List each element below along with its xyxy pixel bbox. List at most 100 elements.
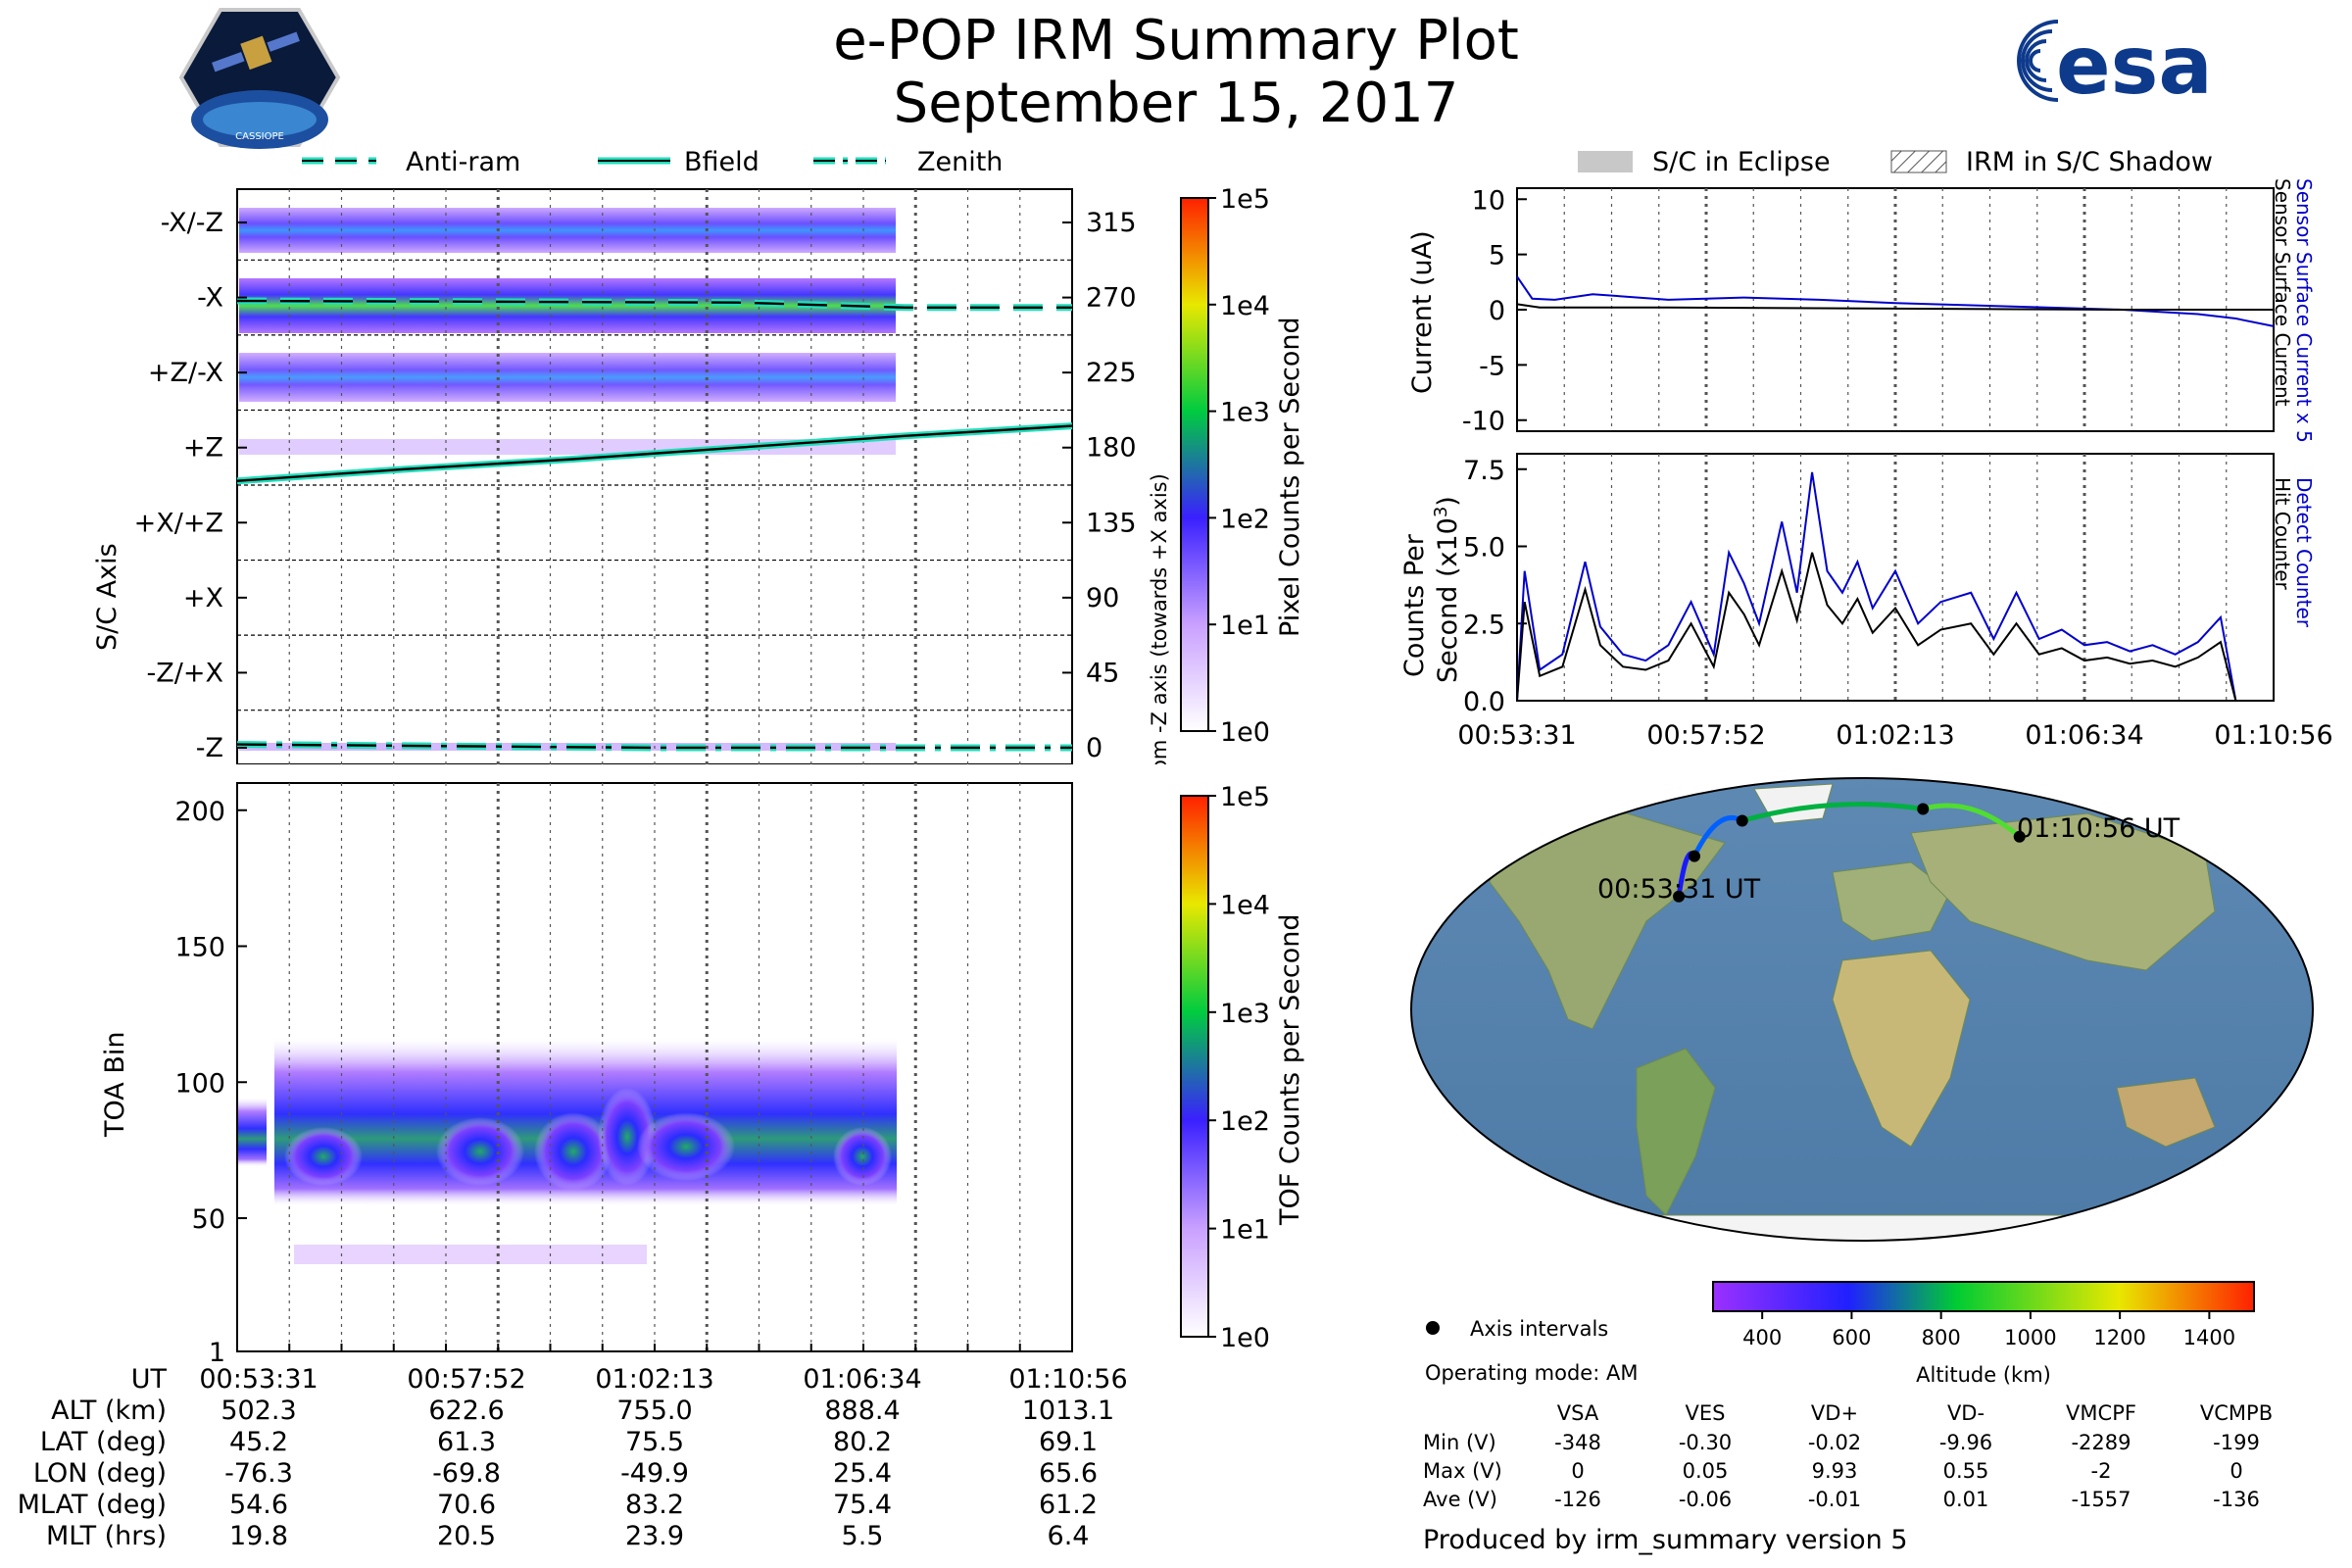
- angle-line-anti-ram: [236, 299, 1072, 310]
- voltage-value: -2289: [2071, 1431, 2132, 1454]
- plot-title: e-POP IRM Summary Plot: [833, 9, 1519, 73]
- angle-ylabel-right: Angle from -Z axis (towards +X axis): [1148, 473, 1171, 764]
- ephemeris-value: 888.4: [824, 1396, 901, 1426]
- legend-zenith-label: Zenith: [917, 147, 1003, 176]
- altitude-tick-label: 1200: [2093, 1326, 2145, 1349]
- angle-line-bfield: [236, 424, 1073, 482]
- colorbar-tick-label: 1e4: [1220, 291, 1270, 321]
- counts-legend-detect: Detect Counter: [2292, 477, 2316, 628]
- esa-logo-text: esa: [2056, 20, 2213, 113]
- angle-axis-label: +Z/-X: [148, 358, 223, 388]
- voltage-value: 0.55: [1942, 1459, 1989, 1483]
- voltage-value: 0.01: [1942, 1488, 1989, 1511]
- ephemeris-value: 20.5: [436, 1521, 497, 1551]
- ephemeris-row-label: ALT (km): [51, 1396, 167, 1426]
- voltage-header: VD+: [1810, 1401, 1859, 1425]
- series-sensor-surface-current: [1516, 303, 2274, 311]
- colorbar-tick-label: 1e2: [1220, 1106, 1270, 1137]
- angle-right-tick-label: 135: [1086, 508, 1137, 538]
- ephemeris-value: 75.5: [624, 1427, 685, 1457]
- altitude-tick-label: 400: [1742, 1326, 1782, 1349]
- colorbar-tick-label: 1e3: [1220, 999, 1270, 1029]
- voltage-value: -2: [2090, 1459, 2112, 1483]
- plot-date: September 15, 2017: [893, 72, 1459, 135]
- angle-panel: -X/-Z -X +Z/-X +Z +X/+Z +X -Z/+X -Z 315 270 225 18…: [92, 188, 1171, 764]
- ephemeris-row-label: UT: [130, 1364, 167, 1395]
- ephemeris-value: 83.2: [624, 1490, 685, 1520]
- series-hit-counter: [1516, 552, 2274, 702]
- current-panel: 10 5 0 -5 -10 Current (uA) Sensor Surface Cu…: [1407, 178, 2316, 443]
- legend-bfield-label: Bfield: [684, 147, 760, 176]
- ephemeris-value: -49.9: [620, 1458, 689, 1489]
- cassiope-logo: CASSIOPE: [178, 8, 341, 149]
- ephemeris-value: 65.6: [1038, 1458, 1099, 1489]
- current-yticks: 10 5 0 -5 -10: [1462, 185, 1527, 437]
- angle-right-tick-label: 270: [1086, 283, 1137, 314]
- line-panel-ytick-label: -5: [1479, 351, 1505, 381]
- voltage-value: -0.01: [1807, 1488, 1862, 1511]
- ephemeris-value: 61.2: [1038, 1490, 1099, 1520]
- angle-ylabel: S/C Axis: [92, 543, 122, 651]
- ephemeris-row: ALT (km) 502.3 622.6 755.0 888.4 1013.1: [0, 1396, 1176, 1427]
- ephemeris-value: 01:10:56: [1008, 1364, 1128, 1395]
- ephemeris-value: 80.2: [832, 1427, 893, 1457]
- angle-right-tick-label: 180: [1086, 433, 1137, 464]
- line-panel-xtick-label: 00:57:52: [1646, 720, 1765, 751]
- legend-antiram-label: Anti-ram: [406, 147, 520, 176]
- angle-axis-label: +X: [183, 583, 223, 613]
- altitude-tick-label: 600: [1832, 1326, 1871, 1349]
- legend-shadow-swatch: [1890, 150, 1947, 173]
- legend-angle: Anti-ram Bfield Zenith: [302, 147, 1003, 176]
- altitude-tick-label: 1400: [2183, 1326, 2235, 1349]
- map-start-label: 00:53:31 UT: [1597, 874, 1761, 905]
- current-gridlines: [1563, 188, 2228, 431]
- ephemeris-value: 622.6: [428, 1396, 505, 1426]
- pixel-colorbar-ticks: 1e0 1e1 1e2 1e3 1e4 1e5: [1208, 186, 1270, 748]
- ephemeris-row-label: LAT (deg): [39, 1427, 167, 1457]
- line-panel-xtick-label: 01:10:56: [2214, 720, 2332, 751]
- angle-right-tick-label: 0: [1086, 733, 1102, 763]
- voltage-value: -0.02: [1807, 1431, 1862, 1454]
- colorbar-tick-label: 1e0: [1220, 717, 1270, 748]
- ephemeris-row-label: LON (deg): [32, 1458, 167, 1489]
- altitude-ticks: 400 600 800 1000 1200 1400: [1742, 1311, 2235, 1349]
- counts-series: [1516, 471, 2274, 702]
- ephemeris-value: 6.4: [1047, 1521, 1090, 1551]
- angle-axis-label: -X: [197, 283, 223, 314]
- footer-version: Produced by irm_summary version 5: [1423, 1525, 1908, 1555]
- voltage-header: VSA: [1556, 1401, 1599, 1425]
- orbit-interval-dot: [1688, 850, 1700, 862]
- ephemeris-value: -69.8: [432, 1458, 501, 1489]
- counts-xticks: 00:53:31 00:57:52 01:02:13 01:06:34 01:10:56: [1457, 720, 2332, 751]
- colorbar-tick-label: 1e2: [1220, 504, 1270, 534]
- angle-gridlines: [288, 189, 1021, 764]
- ephemeris-row: LON (deg) -76.3 -69.8 -49.9 25.4 65.6: [0, 1458, 1176, 1490]
- current-legend-raw: Sensor Surface Current: [2271, 178, 2294, 407]
- counts-legend-hit: Hit Counter: [2271, 477, 2294, 590]
- counts-frame: [1516, 453, 2275, 702]
- voltage-value: 0: [1571, 1459, 1585, 1483]
- voltage-header-row: VSA VES VD+ VD- VMCPF VCMPB: [1411, 1401, 2293, 1429]
- voltage-value: -199: [2213, 1431, 2260, 1454]
- ephemeris-value: 1013.1: [1021, 1396, 1115, 1426]
- line-panel-xtick-label: 01:02:13: [1836, 720, 1954, 751]
- voltage-row: Ave (V) -126 -0.06 -0.01 0.01 -1557 -136: [1411, 1488, 2293, 1515]
- voltage-value: 0: [2230, 1459, 2243, 1483]
- legend-eclipse-swatch: [1578, 151, 1633, 172]
- colorbar-tick-label: 1e4: [1220, 890, 1270, 920]
- toa-gridlines: [288, 783, 1021, 1351]
- voltage-value: -0.30: [1678, 1431, 1733, 1454]
- line-panel-xtick-label: 01:06:34: [2025, 720, 2143, 751]
- angle-right-tick-label: 315: [1086, 208, 1137, 238]
- angle-right-tick-label: 225: [1086, 358, 1137, 388]
- line-panel-ytick-label: -10: [1462, 407, 1505, 437]
- ephemeris-value: 755.0: [616, 1396, 693, 1426]
- colorbar-tick-label: 1e1: [1220, 611, 1270, 641]
- ephemeris-value: 45.2: [228, 1427, 289, 1457]
- altitude-tick-label: 800: [1922, 1326, 1961, 1349]
- angle-axis-labels: -X/-Z -X +Z/-X +Z +X/+Z +X -Z/+X -Z: [134, 208, 247, 763]
- altitude-colorbar: 400 600 800 1000 1200 1400 Altitude (km): [1712, 1281, 2255, 1387]
- ephemeris-row: LAT (deg) 45.2 61.3 75.5 80.2 69.1: [0, 1427, 1176, 1458]
- orbit-track: [1673, 802, 2026, 903]
